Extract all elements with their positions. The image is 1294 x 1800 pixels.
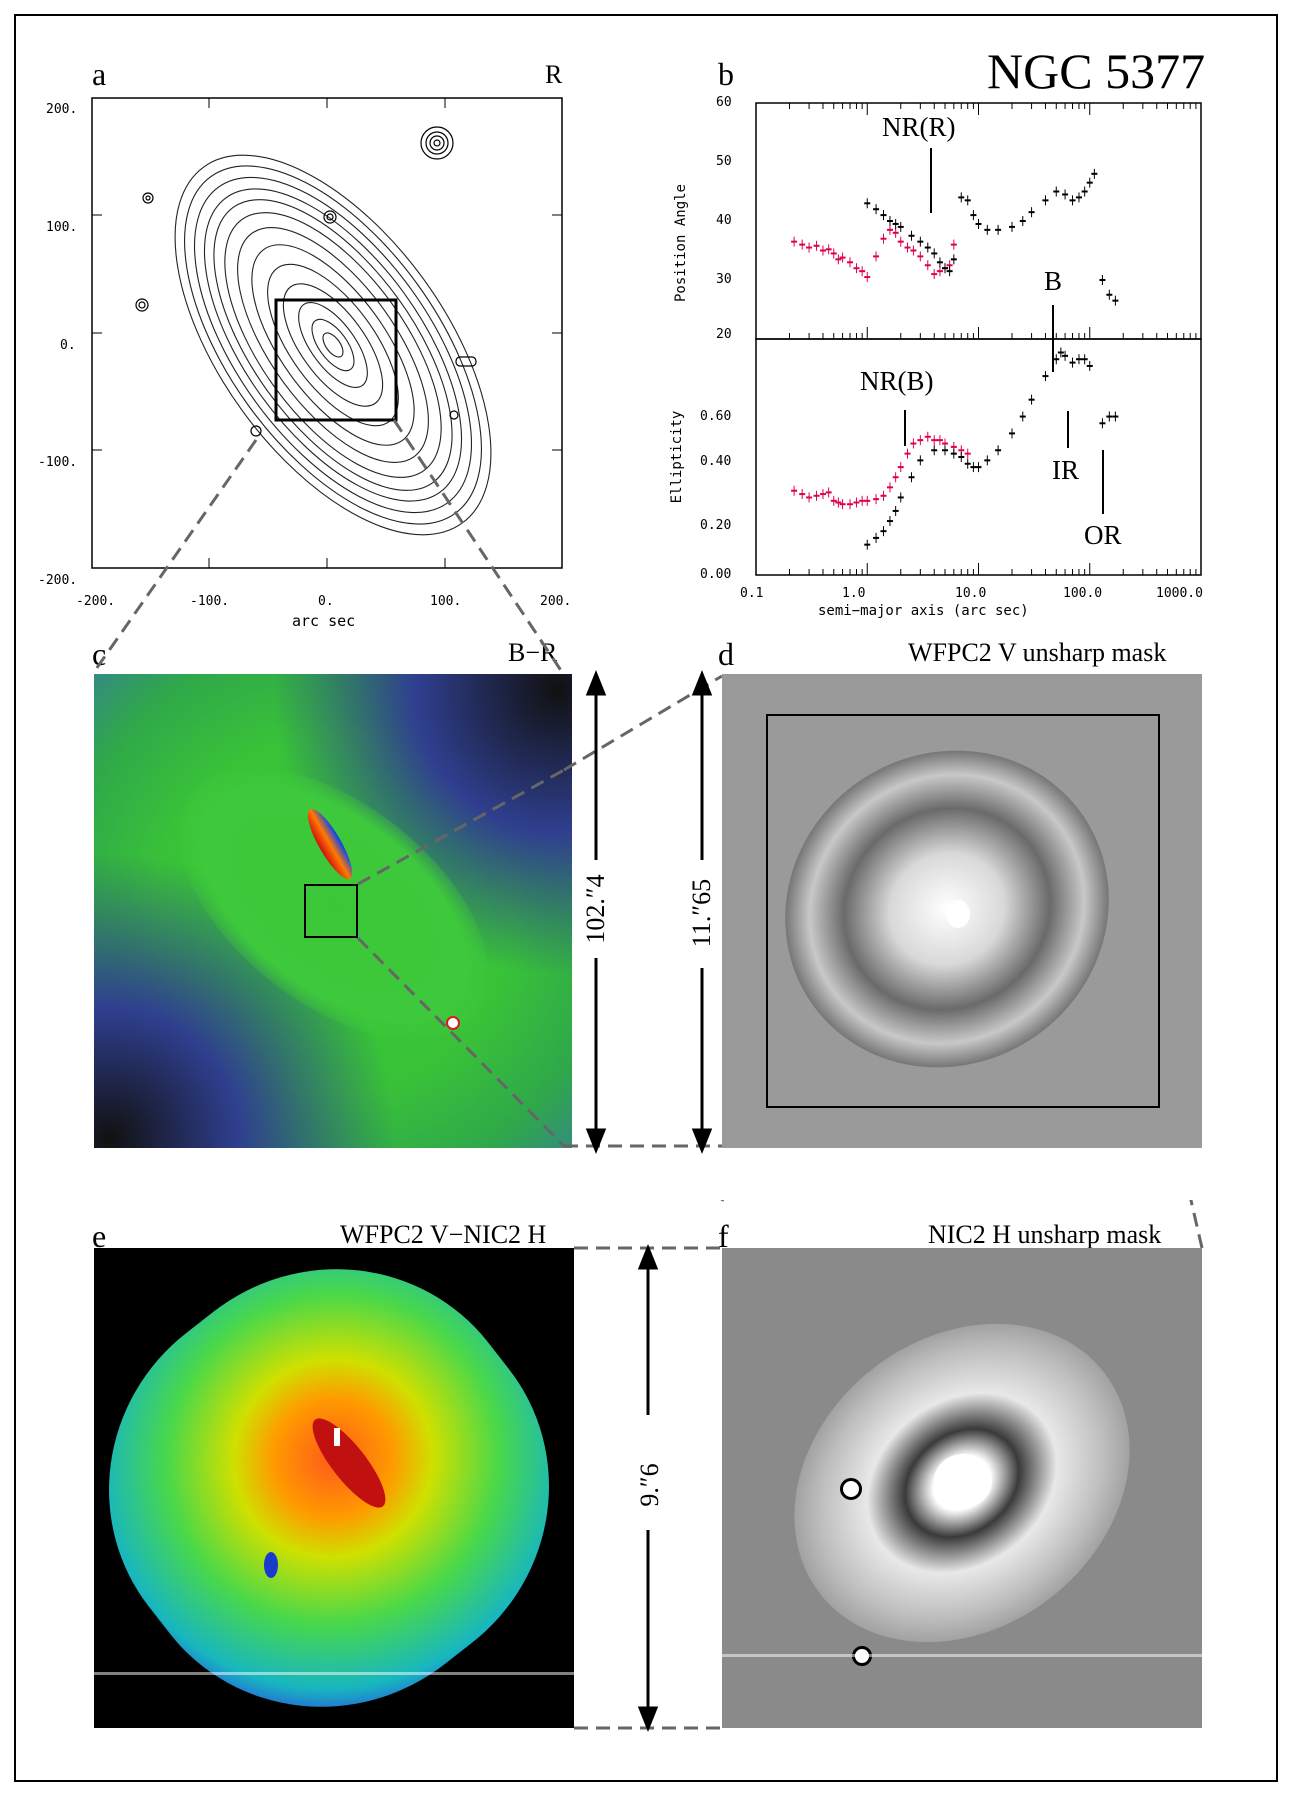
annotation-nr-b: NR(B): [860, 366, 934, 396]
panel-a-band: R: [545, 60, 563, 89]
panel-c-title: B−R: [508, 638, 558, 667]
x-tick-label: -200.: [76, 594, 116, 609]
profile-chart: [755, 102, 1202, 576]
x-tick-label: 100.: [430, 594, 462, 609]
scale-1165: 11.″65: [687, 878, 716, 948]
x-tick: 1000.0: [1156, 586, 1203, 601]
x-axis-label: semi−major axis (arc sec): [818, 603, 1029, 619]
b-r-color-map: [94, 674, 572, 1148]
panel-f-label: f: [718, 1218, 729, 1254]
y-tick-label: 0.: [60, 338, 76, 353]
scale-102: 102.″4: [581, 874, 610, 944]
x-axis-label: arc sec: [292, 612, 356, 630]
ell-tick: 0.20: [700, 518, 732, 533]
zoom-connectors: [92, 419, 723, 1155]
galaxy-name: NGC 5377: [987, 43, 1206, 99]
ell-tick: 0.00: [700, 567, 732, 582]
ell-tick: 0.40: [700, 454, 732, 469]
ell-tick: 0.60: [700, 409, 732, 424]
x-tick: 100.0: [1063, 586, 1103, 601]
x-tick: 1.0: [842, 586, 866, 601]
panel-e-title: WFPC2 V−NIC2 H: [340, 1220, 547, 1249]
annotation-b: B: [1044, 266, 1063, 296]
y-tick-label: -100.: [38, 455, 78, 470]
annotation-ir: IR: [1052, 455, 1079, 485]
pa-tick: 60: [716, 95, 732, 110]
scale-96: 9.″6: [635, 1463, 664, 1507]
panel-f-title: NIC2 H unsharp mask: [928, 1220, 1162, 1249]
panel-e-label: e: [92, 1218, 107, 1254]
figure-frame: [14, 14, 1278, 1782]
pa-tick: 40: [716, 213, 732, 228]
panel-a-label: a: [92, 56, 107, 92]
panel-b-label: b: [718, 56, 734, 92]
v-h-color-map: [94, 1248, 574, 1728]
panel-d-label: d: [718, 636, 734, 672]
x-tick: 0.1: [740, 586, 764, 601]
annotation-nr-r: NR(R): [882, 112, 956, 142]
scale-arrow-e: [574, 1200, 1204, 1733]
nic2-h-unsharp: [722, 1248, 1202, 1728]
y-tick-label: -200.: [38, 573, 78, 588]
y-tick-label: 200.: [46, 102, 78, 117]
pa-tick: 20: [716, 327, 732, 342]
panel-d-title: WFPC2 V unsharp mask: [908, 638, 1167, 667]
annotation-or: OR: [1084, 520, 1122, 550]
x-tick-label: 200.: [540, 594, 572, 609]
x-tick-label: 0.: [318, 594, 334, 609]
wfpc2-v-unsharp: [722, 674, 1202, 1148]
pa-tick: 50: [716, 154, 732, 169]
x-tick-label: -100.: [190, 594, 230, 609]
pa-tick: 30: [716, 272, 732, 287]
y-tick-label: 100.: [46, 220, 78, 235]
x-tick: 10.0: [955, 586, 987, 601]
